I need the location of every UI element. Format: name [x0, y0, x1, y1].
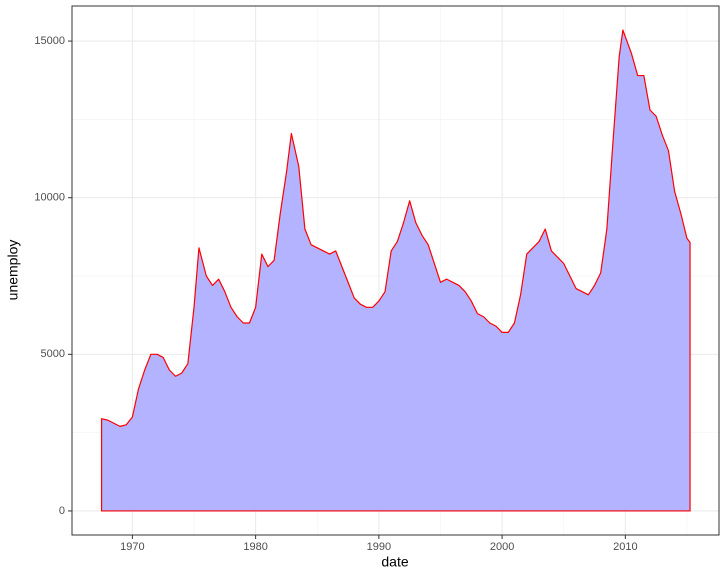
- x-tick-label: 1990: [367, 541, 391, 553]
- x-axis-title: date: [381, 554, 408, 570]
- x-tick-label: 2000: [490, 541, 514, 553]
- y-tick-label: 0: [59, 505, 65, 517]
- x-tick-label: 1980: [243, 541, 267, 553]
- area: [100, 29, 691, 512]
- y-axis-title: unemploy: [5, 240, 21, 301]
- x-tick-label: 1970: [120, 541, 144, 553]
- y-tick-label: 10000: [34, 192, 65, 204]
- x-tick-label: 2010: [613, 541, 637, 553]
- y-tick-label: 5000: [41, 348, 65, 360]
- panel-border: [71, 5, 720, 536]
- y-tick-label: 15000: [34, 35, 65, 47]
